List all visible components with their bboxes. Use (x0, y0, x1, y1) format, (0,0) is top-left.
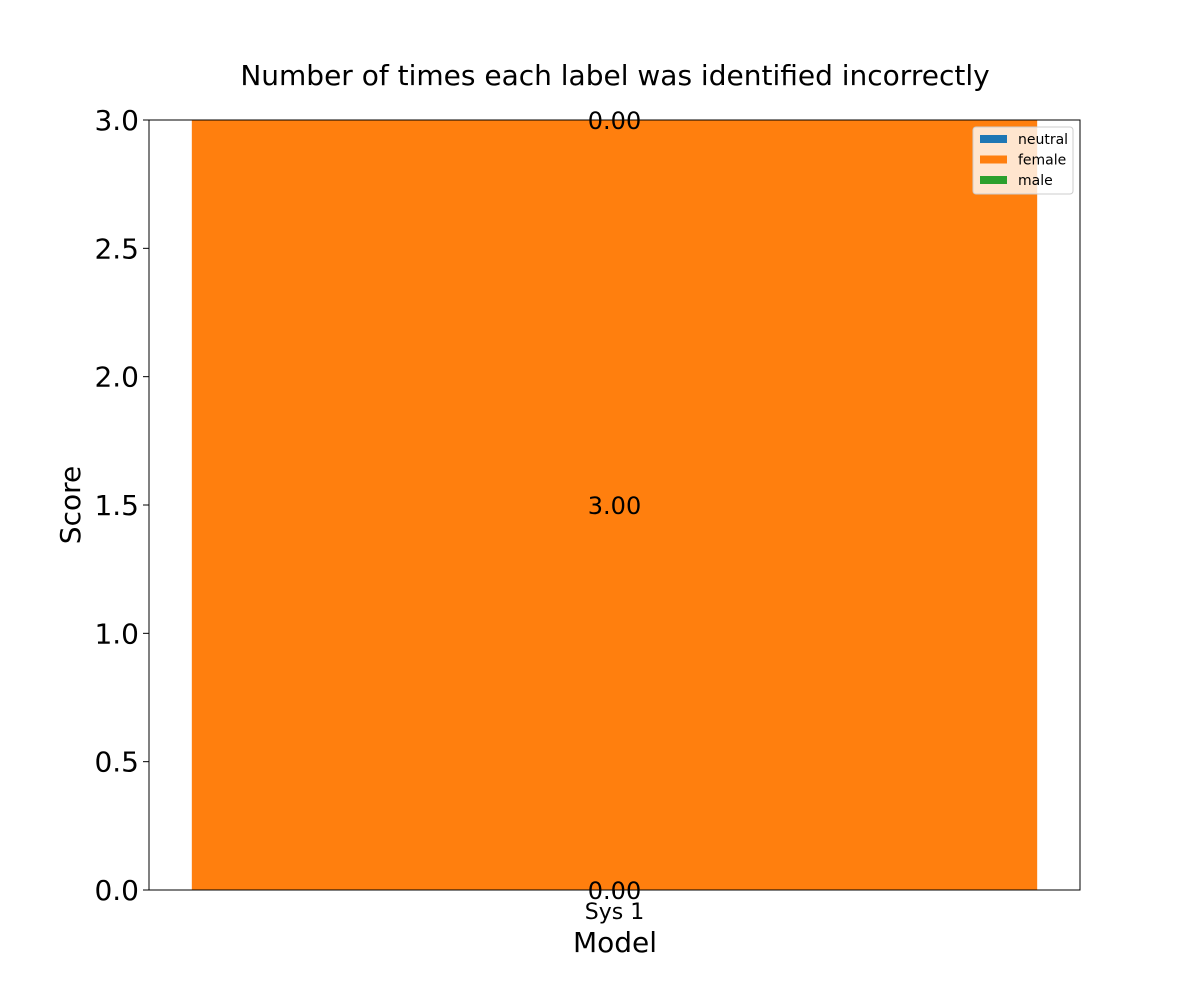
bar-female (191, 120, 1038, 890)
x-axis: Sys 1 (585, 890, 644, 925)
y-tick-label: 0.0 (94, 874, 139, 907)
legend-swatch-male (980, 176, 1007, 184)
bar-labels: 0.00 3.00 0.00 (588, 107, 641, 905)
bar-value-label-female: 3.00 (588, 492, 641, 520)
y-axis-label: Score (54, 466, 87, 544)
y-tick-label: 2.0 (94, 361, 139, 394)
legend-label-male: male (1018, 173, 1053, 189)
bar-value-label-neutral: 0.00 (588, 877, 641, 905)
legend-items: neutral female male (980, 132, 1068, 189)
y-tick-label: 3.0 (94, 104, 139, 137)
legend-swatch-neutral (980, 135, 1007, 143)
legend: neutral female male (972, 126, 1074, 195)
y-tick-label: 2.5 (94, 232, 139, 265)
bars-layer (191, 120, 1038, 890)
legend-label-neutral: neutral (1018, 132, 1068, 148)
bar-value-label-male: 0.00 (588, 107, 641, 135)
y-axis: 0.0 0.5 1.0 1.5 2.0 2.5 3.0 (94, 104, 149, 907)
x-tick-label: Sys 1 (585, 900, 644, 925)
legend-swatch-female (980, 155, 1007, 164)
x-axis-label: Model (573, 926, 657, 959)
legend-label-female: female (1018, 153, 1066, 169)
y-tick-label: 1.0 (94, 617, 139, 650)
y-tick-label: 1.5 (94, 489, 139, 522)
chart-title: Number of times each label was identifie… (240, 59, 989, 92)
y-tick-label: 0.5 (94, 746, 139, 779)
